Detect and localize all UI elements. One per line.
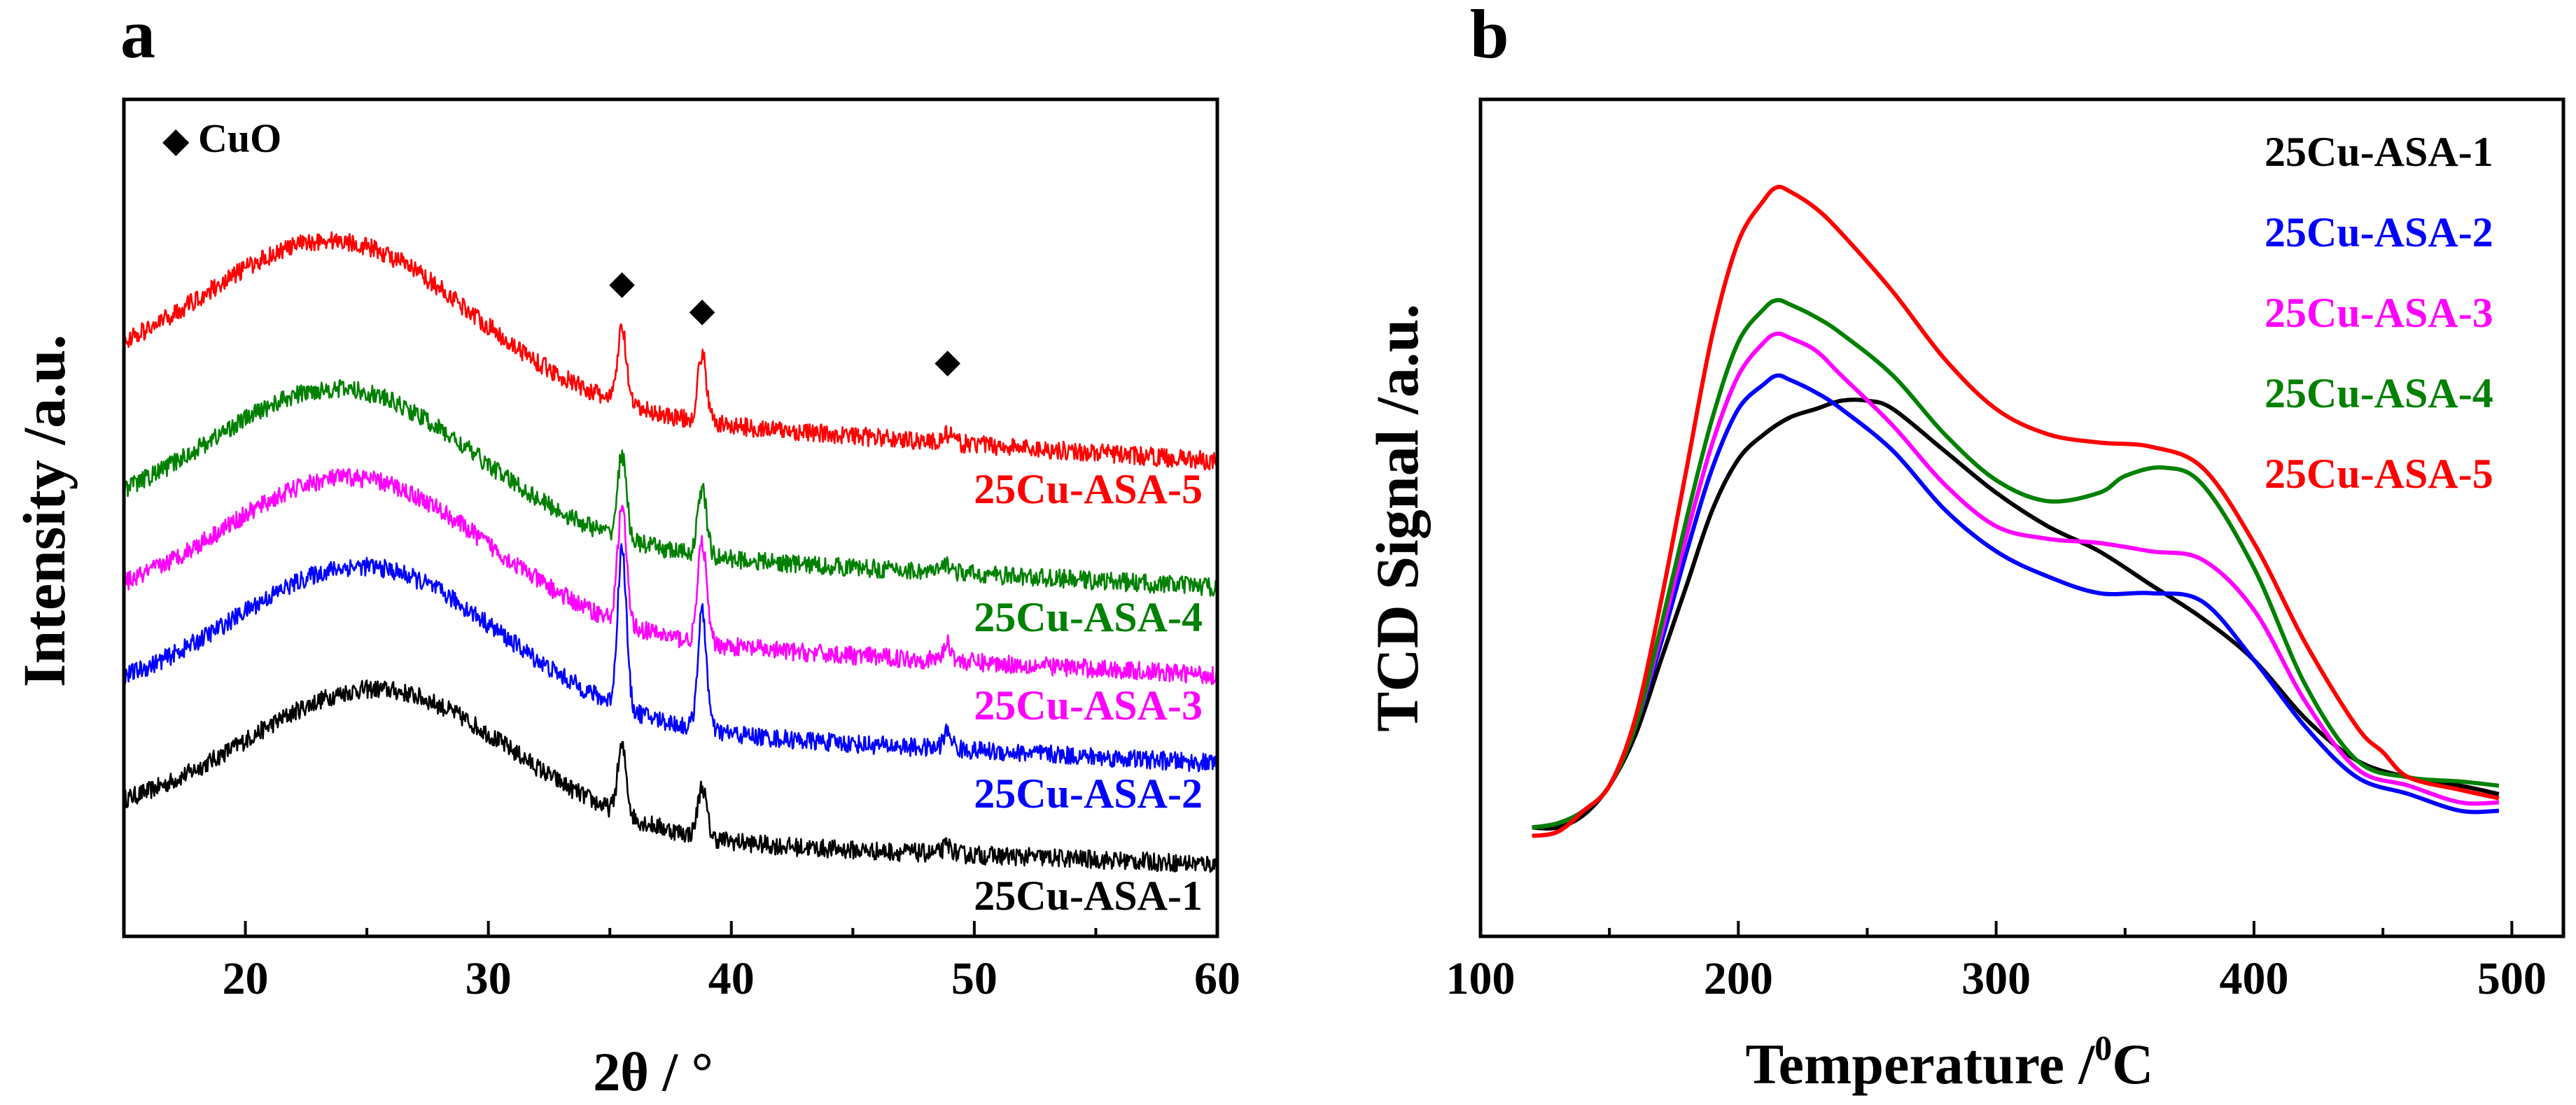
tpr-x-axis: 100 200 300 400 500 <box>1446 921 2547 1004</box>
tpr-x-axis-title-sup: 0 <box>2094 1028 2112 1067</box>
tpr-series-group <box>1532 184 2500 838</box>
panel-b: b 100 200 300 400 500 25Cu-ASA-125Cu-ASA-225… <box>1364 0 2566 1096</box>
tpr-x-tick-label: 300 <box>1961 953 2031 1004</box>
tpr-x-axis-title-main: Temperature / <box>1746 1032 2096 1096</box>
panel-label-a: a <box>120 0 155 73</box>
tpr-plot-frame <box>1478 97 2566 938</box>
cuo-peak-marker: ◆ <box>609 265 635 302</box>
cuo-legend-marker: ◆ <box>162 120 190 160</box>
xrd-x-tick-label: 50 <box>951 953 997 1004</box>
tpr-x-tick-label: 200 <box>1704 953 1773 1004</box>
cuo-peak-marker: ◆ <box>934 343 960 380</box>
tpr-y-axis-title: TCD Signal /a.u. <box>1364 304 1431 732</box>
xrd-x-tick-label: 40 <box>708 953 755 1004</box>
cuo-peak-marker: ◆ <box>690 292 715 329</box>
xrd-plot-frame <box>122 97 1219 938</box>
xrd-line-25cu-asa-5 <box>122 231 1218 471</box>
tpr-x-axis-title: Temperature /0C <box>1746 1028 2154 1096</box>
tpr-legend-25cu-asa-1: 25Cu-ASA-1 <box>2264 129 2493 175</box>
xrd-label-25cu-asa-4: 25Cu-ASA-4 <box>974 594 1203 640</box>
xrd-x-axis-title: 2θ / ° <box>593 1041 713 1102</box>
xrd-series-group <box>122 231 1219 873</box>
tpr-x-tick-label: 400 <box>2220 953 2289 1004</box>
tpr-x-tick-label: 500 <box>2477 953 2547 1004</box>
tpr-legend-25cu-asa-3: 25Cu-ASA-3 <box>2264 290 2493 336</box>
xrd-x-tick-label: 30 <box>465 953 512 1004</box>
tpr-x-tick-label: 100 <box>1446 953 1516 1004</box>
tpr-line-25cu-asa-5 <box>1532 184 2500 838</box>
panel-a: a 20 30 40 50 60 ◆◆◆ 25Cu-ASA-125Cu-ASA-225C… <box>10 0 1240 1102</box>
tpr-legend-25cu-asa-4: 25Cu-ASA-4 <box>2264 370 2493 416</box>
xrd-y-axis-title: Intensity /a.u. <box>10 335 78 687</box>
tpr-line-25cu-asa-1 <box>1532 397 2500 831</box>
xrd-label-25cu-asa-5: 25Cu-ASA-5 <box>974 466 1203 512</box>
xrd-label-25cu-asa-1: 25Cu-ASA-1 <box>974 873 1203 919</box>
cuo-peak-markers: ◆ ◆ ◆ <box>609 265 960 380</box>
xrd-label-25cu-asa-2: 25Cu-ASA-2 <box>974 770 1203 817</box>
xrd-x-tick-label: 20 <box>223 953 269 1004</box>
tpr-x-axis-title-unit: C <box>2112 1032 2153 1096</box>
xrd-line-25cu-asa-1 <box>122 679 1219 873</box>
tpr-line-25cu-asa-4 <box>1532 297 2500 830</box>
panel-label-b: b <box>1470 0 1509 73</box>
tpr-legend-25cu-asa-5: 25Cu-ASA-5 <box>2264 451 2493 497</box>
xrd-label-25cu-asa-3: 25Cu-ASA-3 <box>974 682 1203 729</box>
cuo-legend-label: CuO <box>198 115 281 161</box>
xrd-line-25cu-asa-4 <box>122 379 1219 597</box>
xrd-line-25cu-asa-2 <box>122 543 1219 773</box>
xrd-x-axis: 20 30 40 50 60 <box>122 921 1240 1004</box>
xrd-line-25cu-asa-3 <box>122 468 1219 685</box>
tpr-legend: 25Cu-ASA-1 25Cu-ASA-2 25Cu-ASA-3 25Cu-ASA-4… <box>2264 129 2493 497</box>
tpr-legend-25cu-asa-2: 25Cu-ASA-2 <box>2264 209 2493 255</box>
xrd-series-labels: 25Cu-ASA-1 25Cu-ASA-2 25Cu-ASA-3 25Cu-ASA-4… <box>974 466 1203 919</box>
xrd-x-tick-label: 60 <box>1194 953 1240 1004</box>
